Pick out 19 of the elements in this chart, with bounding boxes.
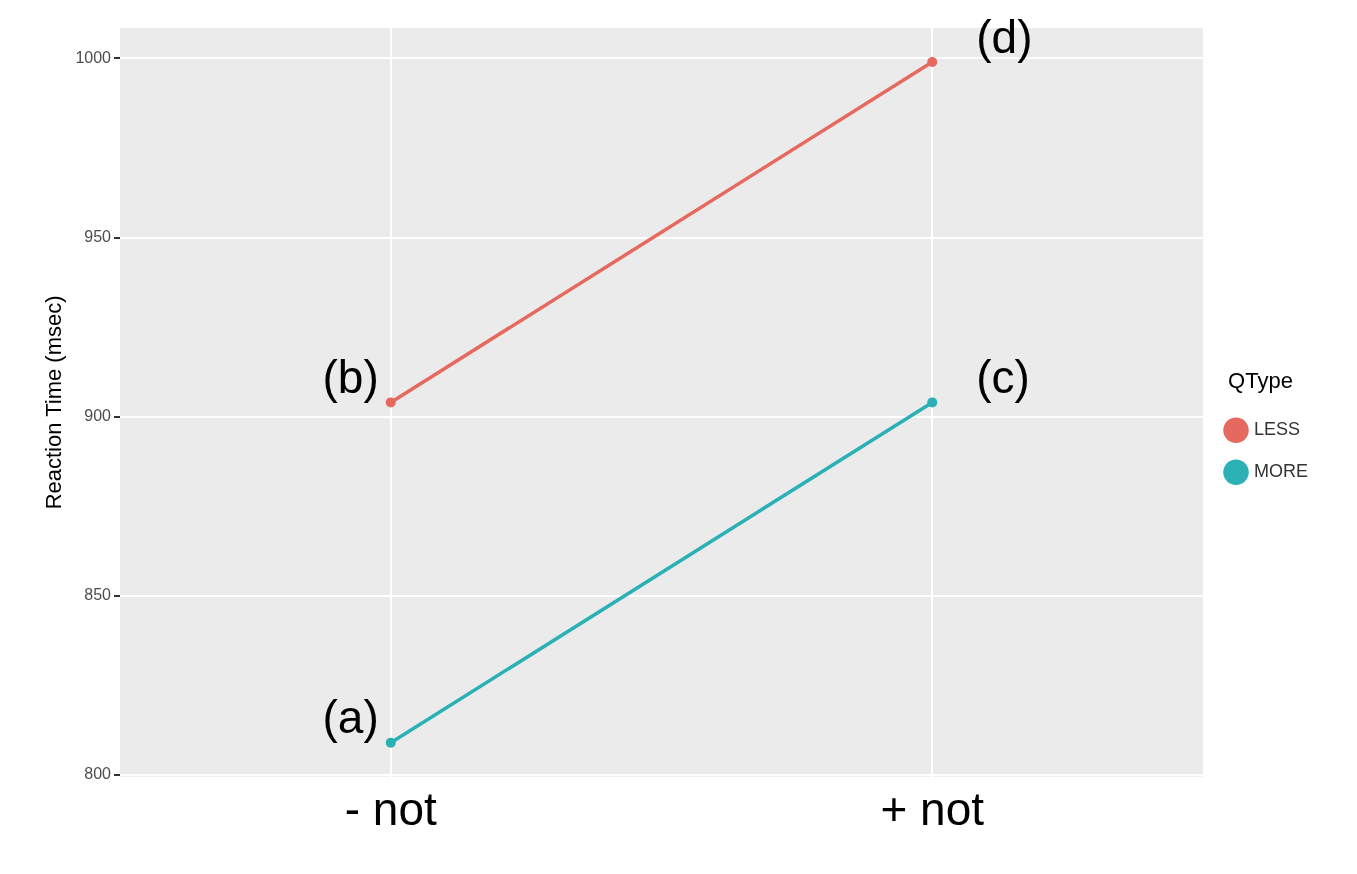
annotation: (d) [976,10,1033,63]
point [927,397,938,408]
legend-title: QType [1228,367,1293,393]
point [927,57,938,68]
y-tick-label: 850 [84,586,112,604]
point [385,737,396,748]
point [385,397,396,408]
y-axis-title: Reaction Time (msec) [41,295,67,510]
y-tick-label: 900 [84,407,112,425]
legend-label: LESS [1254,419,1301,440]
annotation: (c) [976,351,1030,404]
x-tick-label: - not [344,783,437,836]
legend-label: MORE [1254,461,1308,482]
x-tick-label: + not [880,783,985,836]
y-tick-label: 950 [84,228,112,245]
y-tick-label: 1000 [75,48,112,66]
annotation: (a) [322,691,379,744]
y-tick-label: 800 [84,765,112,783]
annotation: (b) [322,351,379,404]
